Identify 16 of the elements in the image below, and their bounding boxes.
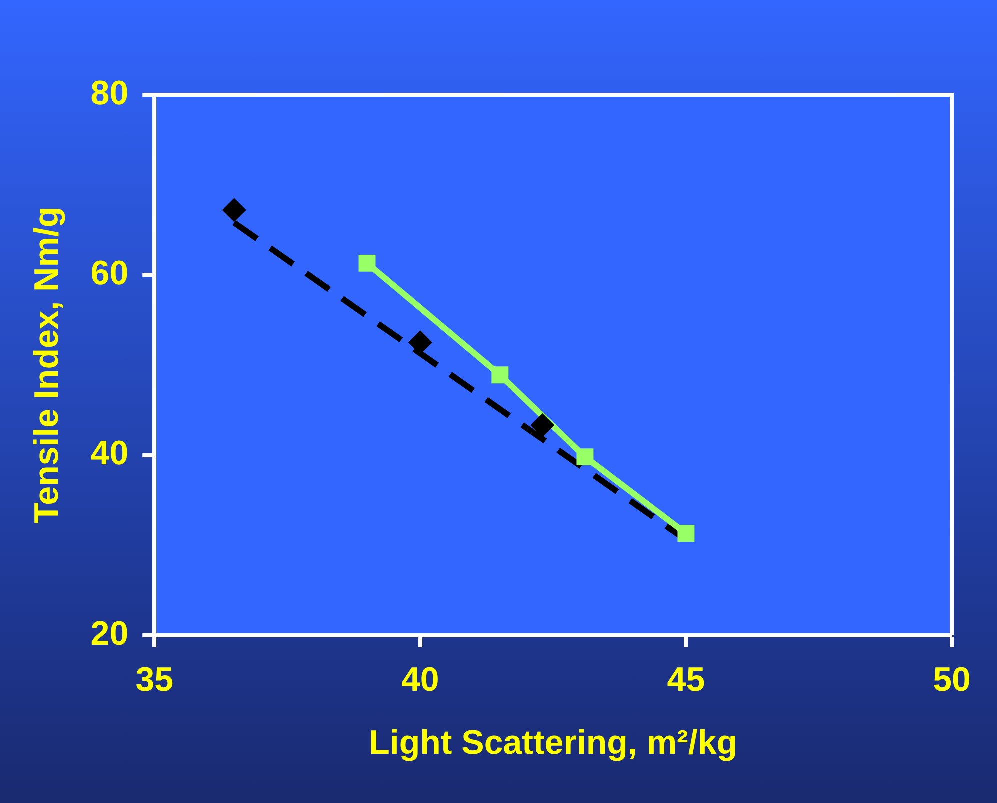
x-tick-label: 50 bbox=[933, 661, 971, 700]
x-tick-label: 45 bbox=[667, 661, 706, 700]
x-tick-label: 40 bbox=[402, 661, 440, 700]
point bbox=[530, 414, 555, 438]
point bbox=[678, 525, 695, 542]
x-axis-title: Light Scattering, m²/kg bbox=[369, 724, 738, 762]
y-tick-label: 60 bbox=[90, 254, 129, 293]
point bbox=[576, 448, 594, 466]
y-tick-label: 40 bbox=[90, 434, 129, 473]
point bbox=[358, 254, 376, 272]
y-tick-label: 80 bbox=[90, 74, 129, 112]
x-tick-label: 35 bbox=[136, 661, 174, 700]
y-tick-label: 20 bbox=[90, 614, 129, 653]
y-axis-title: Tensile Index, Nm/g bbox=[28, 206, 66, 524]
point bbox=[492, 366, 509, 384]
point bbox=[222, 198, 246, 222]
